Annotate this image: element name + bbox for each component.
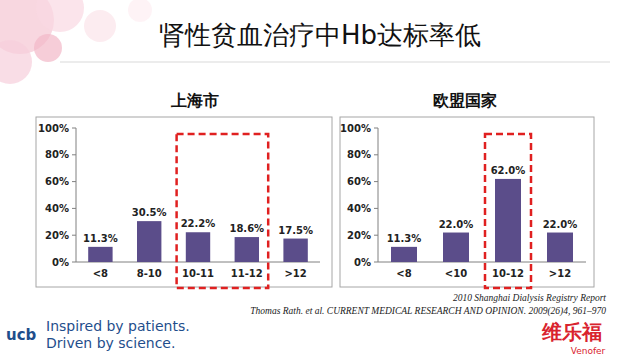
data-label: 18.6% [229,223,264,234]
panel-frame [36,117,332,287]
x-tick-label: <8 [396,268,411,279]
y-axis [76,128,77,262]
data-label: 22.0% [439,219,474,230]
x-tick-label: <10 [445,268,467,279]
bar [283,239,307,262]
y-tick [374,128,378,129]
y-tick [374,208,378,209]
highlight-box [177,134,269,288]
x-tick-label: >12 [549,268,571,279]
x-tick-label: <8 [93,268,108,279]
petal [36,0,84,32]
slide: 肾性贫血治疗中Hb达标率低上海市 0% 20% 40% 60% 80% 100% <8 8-10… [0,0,640,360]
highlight-box [485,134,531,288]
x-tick-label: 8-10 [137,268,162,279]
x-tick-label: >12 [284,268,306,279]
panel-frame [340,117,594,287]
y-tick-label: 100% [38,123,69,134]
chart-title: 上海市 [170,91,219,110]
title-rule [60,62,610,63]
brand-en: Venofer [571,346,606,356]
y-tick-label: 100% [340,123,371,134]
y-tick [72,262,76,263]
y-tick-label: 20% [45,230,69,241]
bar [495,179,521,262]
bar [547,233,573,262]
y-tick-label: 40% [347,203,371,214]
y-tick [374,235,378,236]
y-tick-label: 80% [45,149,69,160]
reference: 2010 Shanghai Dialysis Registry Report [453,293,606,303]
x-tick-label: 10-12 [492,268,524,279]
data-label: 11.3% [83,233,118,244]
data-label: 17.5% [278,225,313,236]
y-tick-label: 20% [347,230,371,241]
bar [137,221,161,262]
data-label: 22.0% [543,219,578,230]
y-axis [378,128,379,262]
logo: ucb [6,326,37,344]
data-label: 62.0% [491,165,526,176]
data-label: 30.5% [132,207,167,218]
decoration [0,0,152,84]
tagline: Inspired by patients. [46,318,190,334]
data-label: 22.2% [181,218,216,229]
y-tick [374,262,378,263]
bar [391,247,417,262]
x-tick-label: 11-12 [231,268,263,279]
petal [34,34,62,62]
y-tick [72,181,76,182]
petal [128,0,152,22]
y-tick-label: 80% [347,149,371,160]
data-label: 11.3% [387,233,422,244]
y-tick-label: 0% [52,257,69,268]
petal [84,10,116,42]
chart: 欧盟国家 0% 20% 40% 60% 80% 100% <8 <10 10-12 >12 11.3%… [340,91,594,288]
chart-title: 欧盟国家 [433,91,497,110]
slide-title: 肾性贫血治疗中Hb达标率低 [159,20,481,50]
petal [0,40,32,84]
y-tick-label: 0% [354,257,371,268]
tagline: Driven by science. [46,335,175,351]
chart: 上海市 0% 20% 40% 60% 80% 100% <8 8-10 10-11 11-12 >12… [36,91,332,288]
y-tick [72,128,76,129]
y-tick-label: 60% [347,176,371,187]
reference: Thomas Rath. et al. CURRENT MEDICAL RESE… [250,306,606,317]
y-tick-label: 40% [45,203,69,214]
bar [186,232,210,262]
x-tick-label: 10-11 [182,268,214,279]
bar [88,247,112,262]
bar [235,237,259,262]
y-tick [72,154,76,155]
y-tick [374,154,378,155]
bar [443,233,469,262]
y-tick [72,208,76,209]
y-tick [374,181,378,182]
y-tick [72,235,76,236]
y-tick-label: 60% [45,176,69,187]
brand: 维乐福 [541,320,602,344]
